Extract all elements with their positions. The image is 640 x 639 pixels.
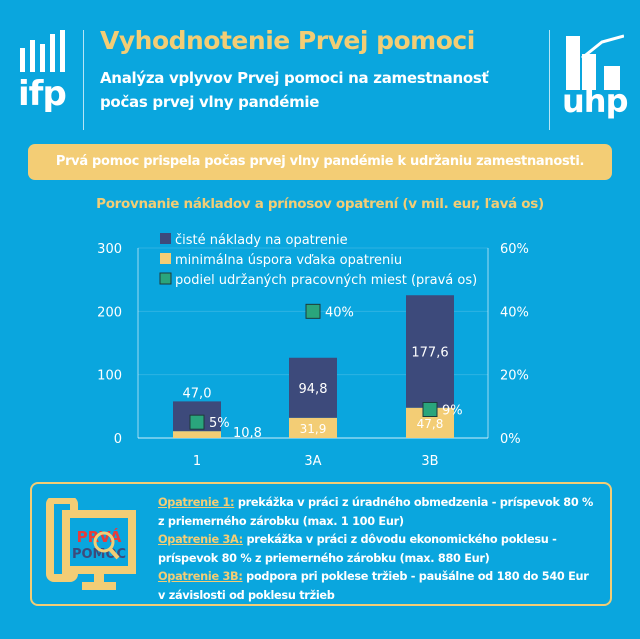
- divider: [83, 30, 84, 130]
- bar-cost: [289, 357, 337, 418]
- share-data-label: 40%: [325, 305, 354, 320]
- measure-3a: Opatrenie 3A: prekážka v práci z dôvodu …: [158, 533, 557, 565]
- measure-1: Opatrenie 1: prekážka v práci z úradného…: [158, 496, 594, 528]
- legend-swatch: [160, 253, 171, 264]
- legend-label: minimálna úspora vďaka opatreniu: [175, 253, 402, 268]
- share-marker: [305, 303, 321, 319]
- saving-data-label: 31,9: [300, 422, 327, 436]
- bar-saving: [173, 431, 221, 438]
- x-tick-label: 3B: [421, 454, 438, 469]
- measure-label: Opatrenie 3A:: [158, 533, 243, 546]
- svg-text:PRVÁ: PRVÁ: [77, 527, 122, 546]
- page-subtitle: Analýza vplyvov Prvej pomoci na zamestna…: [100, 69, 489, 111]
- share-marker: [422, 402, 438, 417]
- cost-data-label: 47,0: [183, 386, 212, 401]
- measure-label: Opatrenie 1:: [158, 496, 235, 509]
- ifp-logo-text: ifp: [18, 74, 67, 114]
- info-box: PRVÁ POMOC Opatrenie 1: prekážka v práci…: [30, 482, 612, 606]
- ifp-logo: ifp: [18, 30, 68, 130]
- y2-tick-label: 40%: [500, 305, 529, 320]
- measure-descriptions: Opatrenie 1: prekážka v práci z úradného…: [158, 494, 598, 605]
- bar-saving: [289, 417, 337, 438]
- share-data-label: 5%: [209, 416, 230, 431]
- bar-chart: 0 100 200 300 0% 20% 40% 60% 1 47,0 10,85% 3A 94,8 31…: [97, 233, 529, 469]
- divider: [549, 30, 550, 130]
- bar-cost: [406, 295, 454, 408]
- saving-data-label: 10,8: [233, 426, 262, 441]
- x-tick-label: 3A: [304, 454, 321, 469]
- uhp-logo-text: uhp: [562, 82, 628, 120]
- cost-data-label: 177,6: [411, 345, 448, 360]
- legend-swatch: [159, 272, 172, 285]
- cost-data-label: 94,8: [299, 382, 328, 397]
- y-tick-label: 0: [114, 432, 122, 447]
- uhp-logo: uhp: [562, 32, 628, 132]
- key-message-banner: Prvá pomoc prispela počas prvej vlny pan…: [28, 144, 612, 180]
- legend-label: podiel udržaných pracovných miest (pravá…: [175, 273, 477, 288]
- y-tick-label: 200: [97, 305, 122, 320]
- y-tick-label: 300: [97, 242, 122, 257]
- measure-label: Opatrenie 3B:: [158, 570, 243, 583]
- chart-title: Porovnanie nákladov a prínosov opatrení …: [96, 196, 544, 212]
- y2-tick-label: 0%: [500, 432, 521, 447]
- legend-swatch: [160, 233, 171, 244]
- ifp-bars-icon: [20, 30, 65, 72]
- share-marker: [189, 414, 205, 430]
- y2-tick-label: 20%: [500, 369, 529, 384]
- legend-label: čisté náklady na opatrenie: [175, 233, 348, 248]
- y-tick-label: 100: [97, 369, 122, 384]
- page-title: Vyhodnotenie Prvej pomoci: [100, 26, 475, 55]
- x-tick-label: 1: [193, 454, 201, 469]
- y2-tick-label: 60%: [500, 242, 529, 257]
- uhp-chart-icon: [566, 34, 625, 90]
- measure-3b: Opatrenie 3B: podpora pri poklese tržieb…: [158, 570, 589, 602]
- share-data-label: 9%: [442, 404, 463, 419]
- saving-data-label: 47,8: [417, 417, 444, 431]
- prva-pomoc-monitor-icon: PRVÁ POMOC: [46, 498, 136, 590]
